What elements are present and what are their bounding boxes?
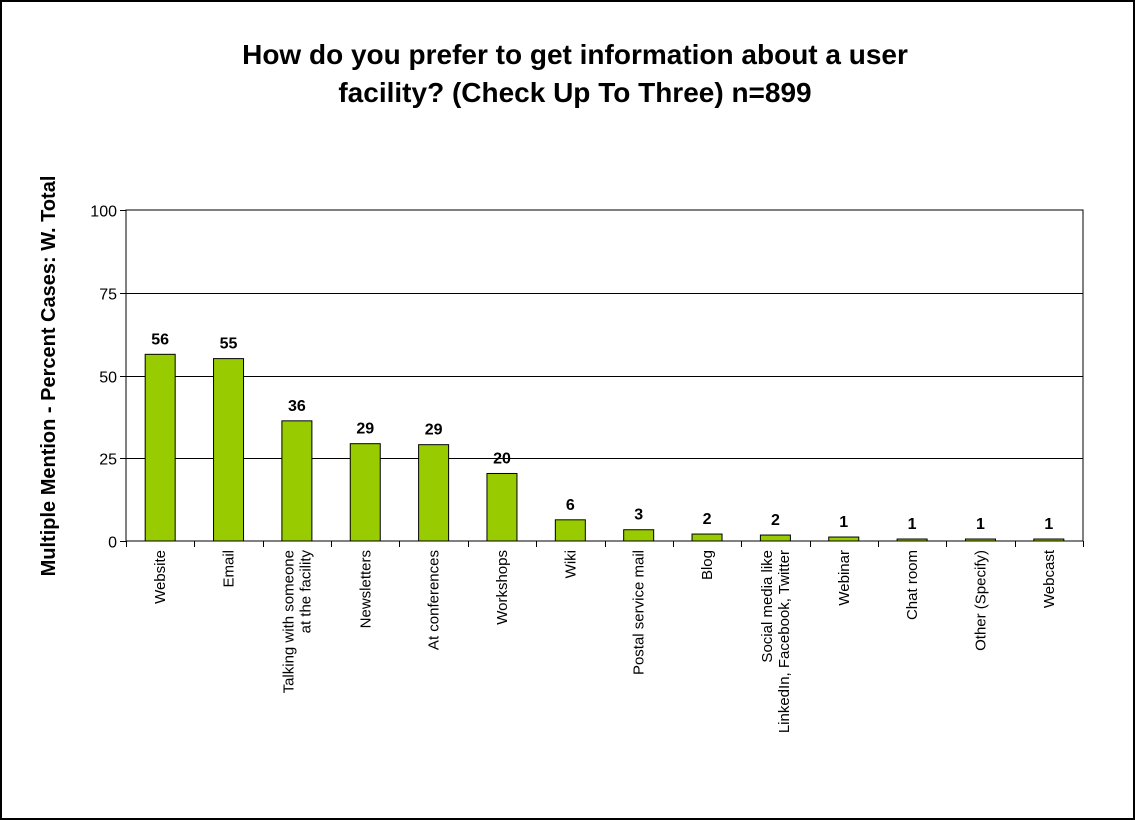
data-label: 1 — [839, 514, 848, 531]
category-label: Email — [221, 550, 238, 588]
category-label-line: Newsletters — [357, 550, 374, 628]
category-label-line: Workshops — [494, 550, 511, 625]
bar — [144, 353, 176, 542]
data-label: 36 — [288, 398, 306, 415]
category-label: Webcast — [1041, 549, 1058, 608]
gridlines — [126, 293, 1083, 459]
data-label: 20 — [493, 450, 511, 467]
category-label: Newsletters — [357, 550, 374, 628]
category-label: Webinar — [836, 550, 853, 606]
y-tick-label: 25 — [99, 452, 117, 469]
bars — [144, 353, 1065, 542]
category-label-line: Webcast — [1041, 549, 1058, 608]
bar — [691, 533, 723, 542]
category-label-line: At conferences — [426, 550, 443, 650]
category-label: Postal service mail — [631, 550, 648, 675]
data-label: 1 — [908, 516, 917, 533]
data-label: 3 — [634, 507, 643, 524]
category-label-line: Chat room — [904, 550, 921, 620]
bar — [828, 536, 860, 542]
bar — [486, 472, 518, 542]
bar — [349, 443, 381, 542]
category-label: At conferences — [426, 550, 443, 650]
data-label: 2 — [771, 512, 780, 529]
data-label: 55 — [220, 336, 238, 353]
y-tick-label: 75 — [99, 287, 117, 304]
category-label-line: Wiki — [562, 550, 579, 578]
category-label-line: LinkedIn, Facebook, Twitter — [776, 550, 793, 733]
data-label: 29 — [425, 422, 443, 439]
data-label: 1 — [976, 516, 985, 533]
category-label-line: Website — [152, 550, 169, 604]
axes — [120, 209, 1084, 547]
y-axis-label: Multiple Mention - Percent Cases: W. Tot… — [38, 176, 60, 577]
category-label: Website — [152, 550, 169, 604]
category-label-line: Talking with someone — [280, 550, 297, 693]
category-label-line: Other (Specify) — [972, 550, 989, 651]
y-tick-label: 0 — [108, 535, 117, 552]
bar — [759, 534, 791, 542]
data-label: 1 — [1044, 516, 1053, 533]
category-label: Other (Specify) — [972, 550, 989, 651]
category-label-line: Email — [221, 550, 238, 588]
y-tick-label: 50 — [99, 370, 117, 387]
bar — [418, 444, 450, 542]
y-tick-label: 100 — [90, 204, 117, 221]
chart-title: How do you prefer to get information abo… — [150, 36, 1000, 112]
data-label: 2 — [703, 511, 712, 528]
category-label: Blog — [699, 550, 716, 580]
category-label: Talking with someoneat the facility — [280, 550, 314, 694]
category-label-line: at the facility — [297, 550, 314, 634]
plot-area-border — [125, 209, 1084, 542]
data-label: 29 — [356, 421, 374, 438]
category-label-line: Blog — [699, 550, 716, 580]
data-label: 6 — [566, 497, 575, 514]
category-label-line: Postal service mail — [631, 550, 648, 675]
category-label: Workshops — [494, 550, 511, 625]
category-label: Wiki — [562, 550, 579, 578]
data-label: 56 — [151, 331, 169, 348]
category-label-line: Social media like — [759, 550, 776, 663]
category-label-line: Webinar — [836, 550, 853, 606]
category-label: Chat room — [904, 550, 921, 620]
chart-title-line-1: How do you prefer to get information abo… — [242, 39, 908, 70]
bar — [623, 529, 655, 542]
category-label: Social media likeLinkedIn, Facebook, Twi… — [759, 550, 793, 733]
bar — [554, 519, 586, 542]
bar — [213, 358, 245, 542]
chart-title-line-2: facility? (Check Up To Three) n=899 — [338, 77, 812, 108]
bar — [281, 420, 313, 542]
